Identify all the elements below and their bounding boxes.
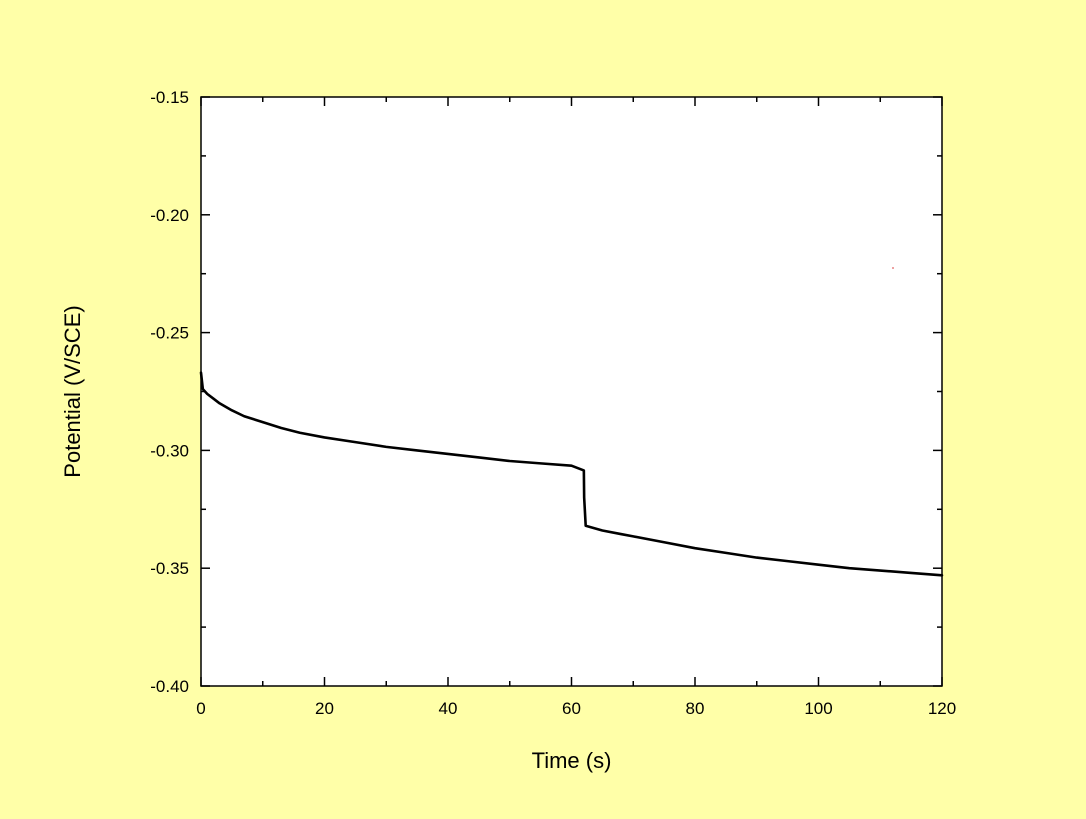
y-tick-label: -0.25 [150,324,189,343]
x-tick-label: 40 [439,699,458,718]
x-tick-label: 20 [315,699,334,718]
tick-labels: 0 20 40 60 80 100 120 -0.15 -0.20 -0.25 -0.30 -0.35… [150,88,956,718]
x-tick-label: 100 [804,699,832,718]
y-axis-title: Potential (V/SCE) [60,305,85,477]
x-tick-label: 80 [686,699,705,718]
series-line-0 [199,371,944,577]
y-tick-label: -0.35 [150,559,189,578]
axis-ticks [200,96,943,687]
y-tick-label: -0.30 [150,441,189,460]
plot-frame [200,96,943,687]
x-tick-label: 60 [562,699,581,718]
plot-area [201,97,942,686]
x-axis-title: Time (s) [532,748,612,773]
x-tick-label: 120 [928,699,956,718]
y-tick-label: -0.20 [150,206,189,225]
series-layer [199,371,944,577]
x-tick-label: 0 [196,699,205,718]
y-tick-label: -0.15 [150,88,189,107]
stray-mark [892,267,894,269]
y-tick-label: -0.40 [150,677,189,696]
